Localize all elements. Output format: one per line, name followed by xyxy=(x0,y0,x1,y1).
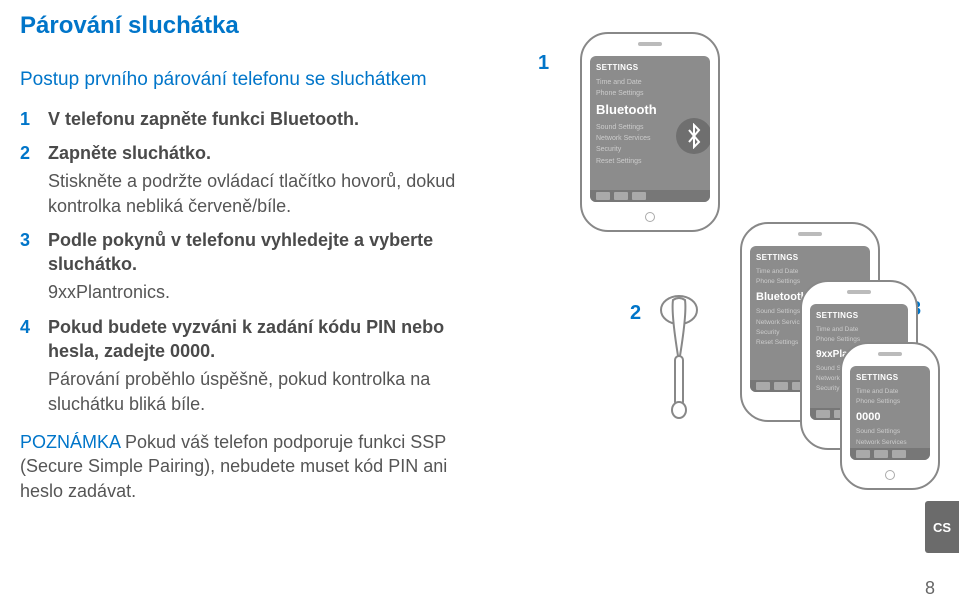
menu-item: Phone Settings xyxy=(856,397,924,407)
step-4: 4 Pokud budete vyzváni k zadání kódu PIN… xyxy=(20,315,490,416)
menu-item: Reset Settings xyxy=(596,156,704,167)
step-3: 3 Podle pokynů v telefonu vyhledejte a v… xyxy=(20,228,490,305)
menu-item-highlight: 0000 xyxy=(856,409,924,427)
step-text: V telefonu zapněte funkci Bluetooth. xyxy=(48,109,359,129)
menu-item: Time and Date xyxy=(856,387,924,397)
step-number: 4 xyxy=(20,315,48,416)
step-number: 3 xyxy=(20,228,48,305)
step-text: Podle pokynů v telefonu vyhledejte a vyb… xyxy=(48,230,433,274)
step-text: Zapněte sluchátko. xyxy=(48,143,211,163)
step-number: 1 xyxy=(20,107,48,131)
step-1: 1 V telefonu zapněte funkci Bluetooth. xyxy=(20,107,490,131)
menu-item: Time and Date xyxy=(596,77,704,88)
menu-item: Phone Settings xyxy=(596,88,704,99)
screen-header: SETTINGS xyxy=(856,372,924,385)
steps-list: 1 V telefonu zapněte funkci Bluetooth. 2… xyxy=(20,107,490,416)
menu-item: Sound Settings xyxy=(856,427,924,437)
step-text: Pokud budete vyzváni k zadání kódu PIN n… xyxy=(48,317,444,361)
callout-1: 1 xyxy=(538,52,549,75)
step-2: 2 Zapněte sluchátko. Stiskněte a podržte… xyxy=(20,141,490,218)
step-subtext: Párování proběhlo úspěšně, pokud kontrol… xyxy=(48,367,490,416)
callout-2: 2 xyxy=(630,302,641,325)
menu-item: Time and Date xyxy=(756,267,864,277)
page-number: 8 xyxy=(925,578,935,599)
note-label: POZNÁMKA xyxy=(20,432,120,452)
bluetooth-icon xyxy=(676,118,710,154)
screen-header: SETTINGS xyxy=(816,310,902,323)
note: POZNÁMKA Pokud váš telefon podporuje fun… xyxy=(20,430,490,503)
phone-screen: SETTINGS Time and Date Phone Settings 00… xyxy=(850,366,930,460)
illustration-area: 1 2 3 4 SETTINGS Time and Date Phone Set… xyxy=(510,12,939,503)
headset-illustration xyxy=(654,292,704,422)
phone-screen: SETTINGS Time and Date Phone Settings Bl… xyxy=(590,56,710,202)
phone-illustration-4: SETTINGS Time and Date Phone Settings 00… xyxy=(840,342,940,490)
menu-item: Time and Date xyxy=(816,325,902,335)
page-title: Párování sluchátka xyxy=(20,12,490,40)
screen-header: SETTINGS xyxy=(596,62,704,75)
step-subtext: 9xxPlantronics. xyxy=(48,280,490,304)
section-subtitle: Postup prvního párování telefonu se sluc… xyxy=(20,68,490,93)
phone-illustration-1: SETTINGS Time and Date Phone Settings Bl… xyxy=(580,32,720,232)
step-subtext: Stiskněte a podržte ovládací tlačítko ho… xyxy=(48,169,490,218)
screen-header: SETTINGS xyxy=(756,252,864,265)
language-tab: CS xyxy=(925,501,959,553)
step-number: 2 xyxy=(20,141,48,218)
menu-item: Network Services xyxy=(856,438,924,448)
